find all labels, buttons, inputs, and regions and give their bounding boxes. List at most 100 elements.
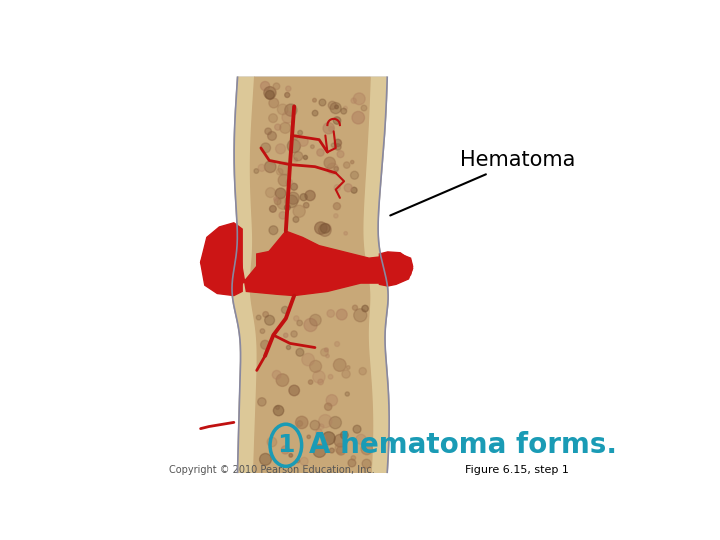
Circle shape [310, 145, 314, 148]
Circle shape [294, 316, 299, 321]
Circle shape [304, 319, 317, 332]
Circle shape [280, 123, 291, 133]
Circle shape [351, 171, 359, 179]
Polygon shape [257, 250, 369, 282]
Text: A hematoma forms.: A hematoma forms. [309, 431, 617, 459]
Circle shape [334, 434, 347, 447]
Circle shape [307, 435, 310, 438]
Circle shape [300, 194, 307, 201]
Polygon shape [251, 77, 372, 472]
Circle shape [343, 162, 350, 168]
Circle shape [330, 103, 341, 113]
Circle shape [265, 128, 271, 134]
Circle shape [277, 197, 289, 210]
Circle shape [303, 156, 307, 159]
Circle shape [320, 224, 330, 233]
Circle shape [274, 406, 284, 416]
Circle shape [294, 152, 302, 161]
Circle shape [312, 98, 316, 102]
Circle shape [341, 431, 348, 439]
Circle shape [329, 448, 334, 453]
Circle shape [354, 93, 365, 105]
Polygon shape [363, 77, 389, 472]
Text: Figure 6.15, step 1: Figure 6.15, step 1 [464, 465, 569, 475]
Circle shape [267, 437, 276, 447]
Circle shape [261, 143, 271, 153]
Circle shape [285, 195, 298, 208]
Circle shape [353, 305, 358, 310]
Circle shape [274, 197, 278, 201]
Circle shape [295, 416, 308, 429]
Circle shape [258, 164, 265, 171]
Circle shape [336, 446, 346, 455]
Circle shape [286, 86, 291, 91]
Circle shape [345, 392, 349, 396]
Circle shape [297, 421, 302, 427]
Circle shape [282, 306, 289, 314]
Circle shape [318, 379, 323, 384]
Circle shape [276, 374, 289, 387]
Circle shape [269, 98, 279, 108]
Circle shape [310, 360, 322, 373]
Circle shape [264, 86, 276, 99]
Circle shape [362, 305, 369, 312]
Circle shape [269, 226, 278, 235]
Circle shape [274, 198, 281, 205]
Circle shape [297, 320, 302, 326]
Circle shape [278, 162, 291, 175]
Circle shape [284, 333, 288, 338]
Circle shape [329, 416, 341, 429]
Circle shape [316, 429, 322, 436]
Circle shape [254, 168, 258, 173]
Circle shape [260, 329, 265, 333]
Circle shape [342, 370, 350, 378]
Circle shape [328, 374, 333, 379]
Circle shape [319, 415, 332, 428]
Circle shape [335, 105, 338, 109]
Circle shape [344, 184, 352, 192]
Polygon shape [201, 223, 242, 295]
Circle shape [287, 345, 291, 349]
Circle shape [334, 214, 338, 218]
Circle shape [351, 456, 356, 460]
Circle shape [303, 202, 309, 208]
Circle shape [266, 187, 276, 198]
Circle shape [334, 166, 338, 171]
Circle shape [335, 341, 340, 347]
Circle shape [287, 192, 300, 204]
Circle shape [362, 459, 371, 468]
Circle shape [272, 370, 281, 379]
Circle shape [274, 124, 281, 130]
Circle shape [277, 104, 288, 114]
Circle shape [270, 160, 274, 165]
Circle shape [343, 106, 347, 110]
Circle shape [291, 331, 297, 337]
Circle shape [346, 366, 350, 369]
Circle shape [302, 353, 315, 366]
Polygon shape [379, 252, 413, 286]
Circle shape [336, 309, 347, 320]
Circle shape [289, 385, 300, 396]
Circle shape [315, 222, 327, 234]
Circle shape [323, 123, 334, 134]
Circle shape [279, 212, 287, 219]
Circle shape [261, 82, 270, 91]
Circle shape [282, 446, 289, 454]
Circle shape [256, 315, 261, 320]
Circle shape [287, 139, 300, 153]
Circle shape [313, 444, 326, 457]
Circle shape [278, 174, 290, 186]
Circle shape [310, 314, 321, 326]
Circle shape [319, 99, 326, 106]
Circle shape [265, 315, 274, 325]
Circle shape [286, 179, 292, 185]
Circle shape [317, 149, 324, 156]
Circle shape [276, 144, 286, 154]
Circle shape [361, 443, 372, 455]
Circle shape [312, 370, 325, 383]
Polygon shape [232, 77, 257, 472]
Polygon shape [232, 77, 389, 472]
Circle shape [334, 139, 341, 146]
Circle shape [318, 224, 331, 237]
Circle shape [312, 110, 318, 116]
